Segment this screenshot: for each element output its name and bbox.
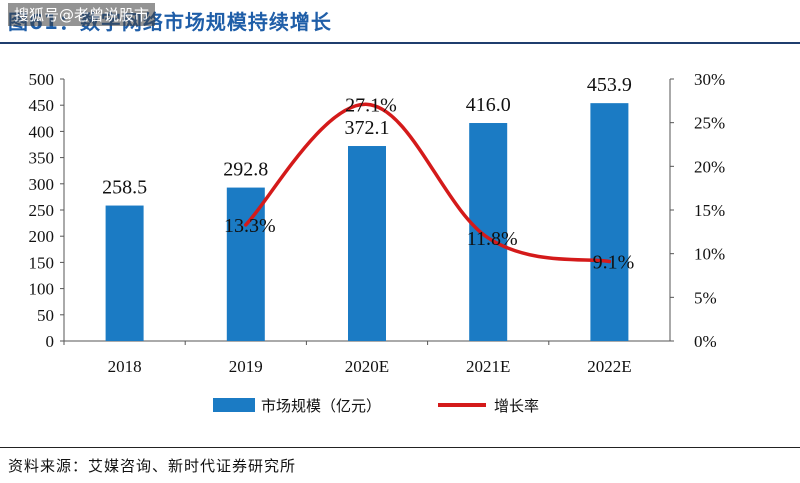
y-right-tick-label: 20%	[694, 157, 725, 176]
watermark: 搜狐号@老曾说股市	[8, 3, 156, 26]
x-tick-label: 2019	[229, 357, 263, 376]
y-right-tick-label: 25%	[694, 114, 725, 133]
y-left-tick-label: 300	[29, 175, 55, 194]
y-left-tick-label: 200	[29, 227, 55, 246]
title-rule	[0, 42, 800, 44]
growth-rate-point	[365, 102, 369, 106]
source-note: 资料来源：艾媒咨询、新时代证券研究所	[8, 457, 297, 475]
growth-rate-point	[486, 236, 490, 240]
header: 图61：数字网络市场规模持续增长 搜狐号@老曾说股市	[0, 0, 800, 42]
bar	[590, 103, 629, 341]
bar	[226, 187, 265, 341]
bar	[469, 123, 508, 342]
y-right-tick-label: 10%	[694, 245, 725, 264]
y-left-tick-label: 50	[37, 306, 54, 325]
bar-value-label: 416.0	[466, 94, 511, 116]
x-tick-label: 2020E	[345, 357, 389, 376]
growth-rate-point	[244, 223, 248, 227]
y-left-tick-label: 0	[46, 332, 55, 351]
y-left-tick-label: 450	[29, 96, 55, 115]
growth-rate-label: 27.1%	[345, 94, 397, 116]
y-left-tick-label: 100	[29, 280, 55, 299]
growth-rate-point	[607, 260, 611, 264]
y-right-tick-label: 30%	[694, 70, 725, 89]
bar-value-label: 453.9	[587, 74, 632, 96]
x-tick-label: 2021E	[466, 357, 510, 376]
legend-line-label: 增长率	[494, 397, 539, 415]
y-left-tick-label: 500	[29, 70, 55, 89]
x-tick-label: 2018	[108, 357, 142, 376]
source-rule	[0, 447, 800, 448]
x-tick-label: 2022E	[587, 357, 631, 376]
y-left-tick-label: 400	[29, 122, 55, 141]
y-right-tick-label: 5%	[694, 288, 717, 307]
bar-value-label: 258.5	[102, 177, 147, 199]
y-left-tick-label: 250	[29, 201, 55, 220]
y-right-tick-label: 0%	[694, 332, 717, 351]
growth-rate-label: 11.8%	[467, 228, 518, 250]
legend-bar-swatch	[213, 398, 255, 412]
growth-rate-label: 9.1%	[593, 252, 635, 274]
y-left-tick-label: 350	[29, 149, 55, 168]
legend-bar-label: 市场规模（亿元）	[261, 397, 381, 415]
bar-value-label: 292.8	[223, 159, 268, 181]
growth-rate-line	[244, 102, 612, 264]
bar	[348, 146, 386, 341]
y-right-tick-label: 15%	[694, 201, 725, 220]
y-left-tick-label: 150	[29, 253, 55, 272]
growth-rate-label: 13.3%	[224, 215, 276, 237]
bar-value-label: 372.1	[345, 117, 390, 139]
bar	[105, 205, 144, 341]
